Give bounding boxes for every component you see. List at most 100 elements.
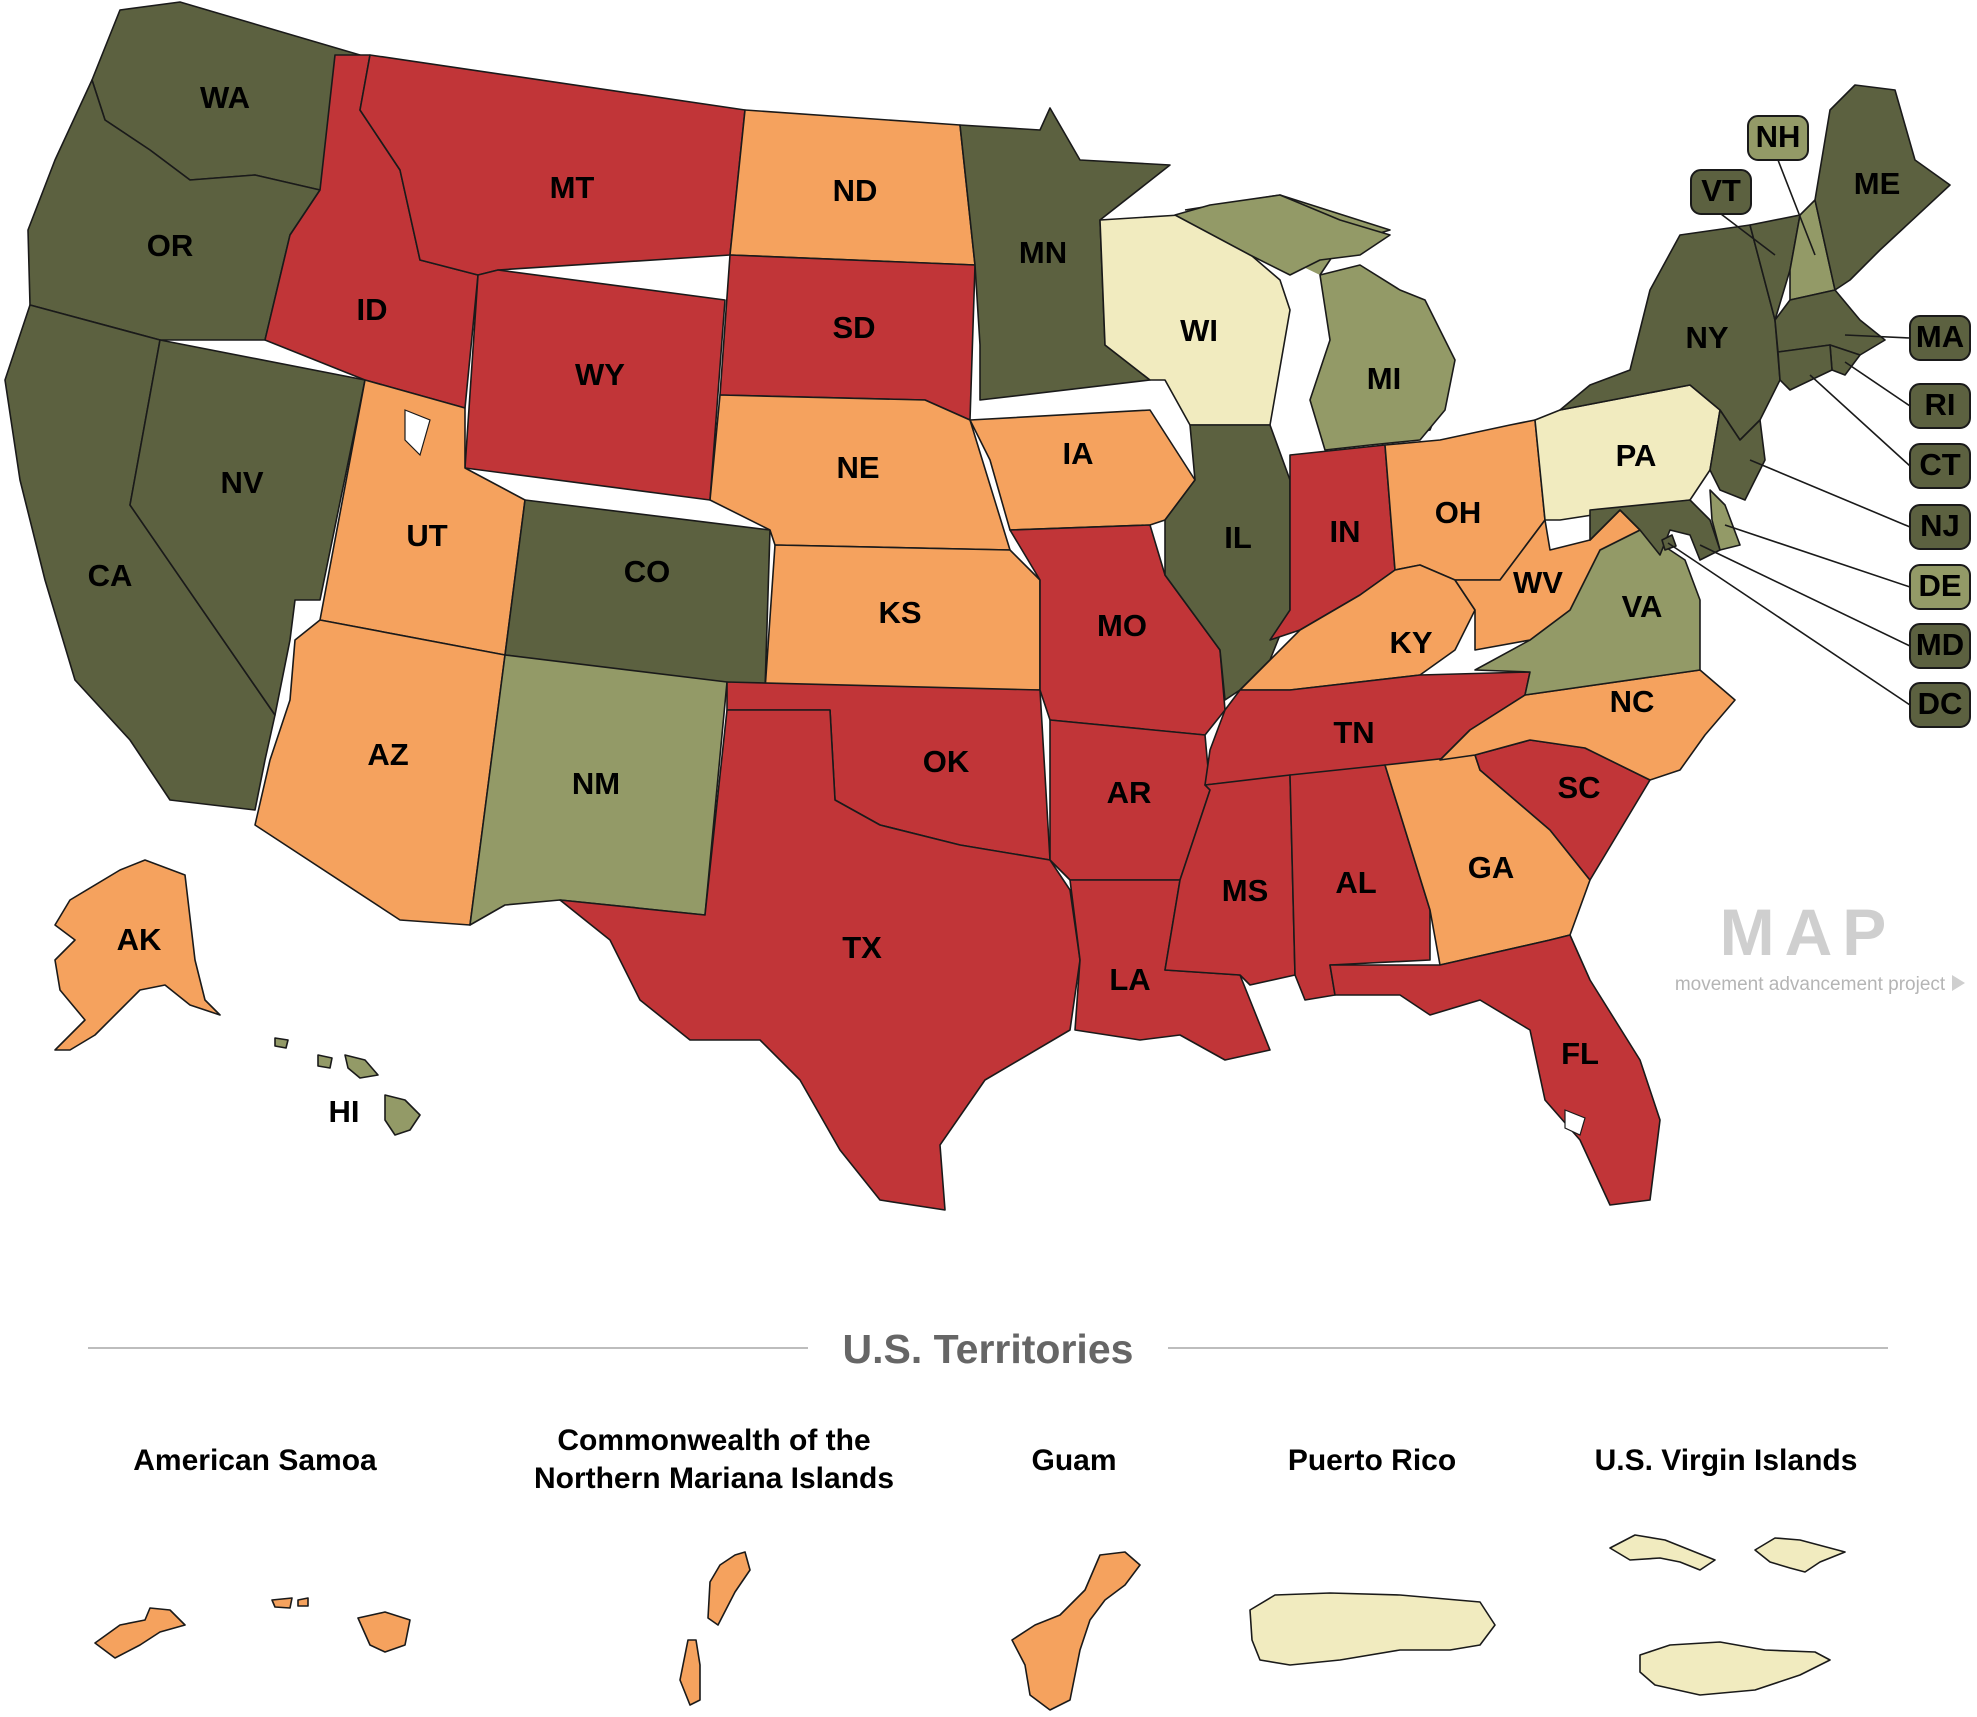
- state-NJ[interactable]: [1709, 409, 1766, 501]
- territory-cnmi[interactable]: [679, 1551, 751, 1706]
- state-TX[interactable]: [559, 709, 1081, 1211]
- state-label-IL: IL: [1224, 520, 1252, 555]
- callout-line-DC: [1667, 542, 1911, 706]
- callout-line-NJ: [1749, 459, 1911, 528]
- callout-box-MA[interactable]: [1909, 315, 1971, 361]
- state-label-NE: NE: [836, 450, 879, 485]
- state-label-WY: WY: [575, 357, 625, 392]
- state-label-AL: AL: [1335, 865, 1376, 900]
- callout-label-DE: DE: [1918, 568, 1961, 603]
- state-MI-lower[interactable]: [1309, 264, 1456, 451]
- state-label-NM: NM: [572, 766, 620, 801]
- territory-title-guam: Guam: [1031, 1444, 1116, 1477]
- territory-title-cnmi-line2: Northern Mariana Islands: [534, 1462, 894, 1495]
- state-label-NC: NC: [1610, 684, 1655, 719]
- states-layer: [4, 1, 1951, 1211]
- state-label-MO: MO: [1097, 608, 1147, 643]
- state-label-GA: GA: [1468, 850, 1515, 885]
- callout-label-NJ: NJ: [1920, 508, 1960, 543]
- callout-line-CT: [1809, 374, 1911, 467]
- state-label-AR: AR: [1107, 775, 1152, 810]
- state-label-MS: MS: [1222, 873, 1269, 908]
- territory-guam[interactable]: [1011, 1551, 1141, 1711]
- state-CT[interactable]: [1777, 344, 1833, 391]
- state-label-IN: IN: [1330, 514, 1361, 549]
- state-label-OK: OK: [923, 744, 970, 779]
- brand-tagline: movement advancement project: [1675, 974, 1946, 995]
- callout-box-MD[interactable]: [1909, 623, 1971, 669]
- state-label-OR: OR: [147, 228, 194, 263]
- brand-logo-text: MAP: [1720, 895, 1897, 969]
- callout-box-CT[interactable]: [1909, 443, 1971, 489]
- state-label-CO: CO: [624, 554, 671, 589]
- territory-title-puerto-rico: Puerto Rico: [1288, 1444, 1456, 1477]
- state-DE[interactable]: [1709, 489, 1741, 551]
- callout-box-DC[interactable]: [1909, 682, 1971, 728]
- state-HI[interactable]: [384, 1094, 421, 1136]
- callout-label-VT: VT: [1701, 173, 1741, 208]
- callout-label-MA: MA: [1916, 319, 1964, 354]
- callout-label-CT: CT: [1919, 447, 1960, 482]
- state-MI-upper[interactable]: [1174, 194, 1391, 276]
- state-label-TN: TN: [1333, 715, 1374, 750]
- callout-line-MD: [1699, 544, 1911, 647]
- state-MT[interactable]: [359, 54, 746, 276]
- state-NC[interactable]: [1439, 669, 1736, 781]
- territory-american-samoa[interactable]: [94, 1597, 411, 1659]
- state-IL[interactable]: [1164, 424, 1291, 701]
- state-ME[interactable]: [1814, 84, 1951, 291]
- callout-line-VT: [1720, 213, 1776, 256]
- territory-title-american-samoa: American Samoa: [133, 1444, 377, 1477]
- state-IA[interactable]: [969, 409, 1196, 531]
- state-label-OH: OH: [1435, 495, 1482, 530]
- state-MD[interactable]: [1589, 499, 1721, 561]
- state-label-LA: LA: [1109, 962, 1150, 997]
- state-label-CA: CA: [88, 558, 133, 593]
- state-label-FL: FL: [1561, 1036, 1599, 1071]
- state-label-UT: UT: [406, 518, 447, 553]
- state-label-WV: WV: [1513, 565, 1563, 600]
- callout-line-NH: [1777, 159, 1816, 256]
- callout-box-RI[interactable]: [1909, 383, 1971, 429]
- callout-line-RI: [1844, 361, 1911, 407]
- state-AK[interactable]: [54, 859, 221, 1051]
- state-label-HI: HI: [329, 1094, 360, 1129]
- callout-box-DE[interactable]: [1909, 564, 1971, 610]
- callout-box-VT[interactable]: [1690, 169, 1752, 215]
- state-HI-islet1: [344, 1054, 379, 1079]
- state-label-WA: WA: [200, 80, 250, 115]
- state-label-VA: VA: [1622, 589, 1663, 624]
- callout-label-NH: NH: [1756, 119, 1801, 154]
- callout-box-NH[interactable]: [1747, 115, 1809, 161]
- state-label-PA: PA: [1616, 438, 1657, 473]
- state-label-MT: MT: [550, 170, 595, 205]
- state-label-ID: ID: [357, 292, 388, 327]
- state-AZ[interactable]: [254, 619, 506, 926]
- state-label-ND: ND: [833, 173, 878, 208]
- state-label-AK: AK: [117, 922, 162, 957]
- play-icon: [1952, 975, 1965, 991]
- territories-title: U.S. Territories: [843, 1326, 1134, 1372]
- state-MO[interactable]: [1009, 524, 1226, 736]
- state-FL[interactable]: [1329, 934, 1661, 1206]
- state-label-NY: NY: [1685, 320, 1728, 355]
- territory-usvi[interactable]: [1609, 1534, 1846, 1696]
- state-label-SD: SD: [832, 310, 875, 345]
- state-WY[interactable]: [464, 269, 726, 501]
- callout-label-DC: DC: [1918, 686, 1963, 721]
- state-label-MN: MN: [1019, 235, 1067, 270]
- callout-box-NJ[interactable]: [1909, 504, 1971, 550]
- state-label-IA: IA: [1063, 436, 1094, 471]
- callout-line-DE: [1724, 524, 1911, 588]
- state-label-NV: NV: [220, 465, 263, 500]
- state-label-KY: KY: [1389, 625, 1432, 660]
- northeast-callouts: NH VT MA RI CT NJ DE MD DC: [1667, 115, 1971, 728]
- state-label-WI: WI: [1180, 313, 1218, 348]
- territory-puerto-rico[interactable]: [1249, 1592, 1496, 1666]
- state-label-ME: ME: [1854, 166, 1901, 201]
- territories-section: U.S. Territories American Samoa Commonwe…: [88, 1326, 1888, 1711]
- state-label-TX: TX: [842, 930, 882, 965]
- lakes: [404, 409, 1586, 1136]
- state-HI-islet2: [317, 1054, 333, 1069]
- state-label-AZ: AZ: [367, 737, 408, 772]
